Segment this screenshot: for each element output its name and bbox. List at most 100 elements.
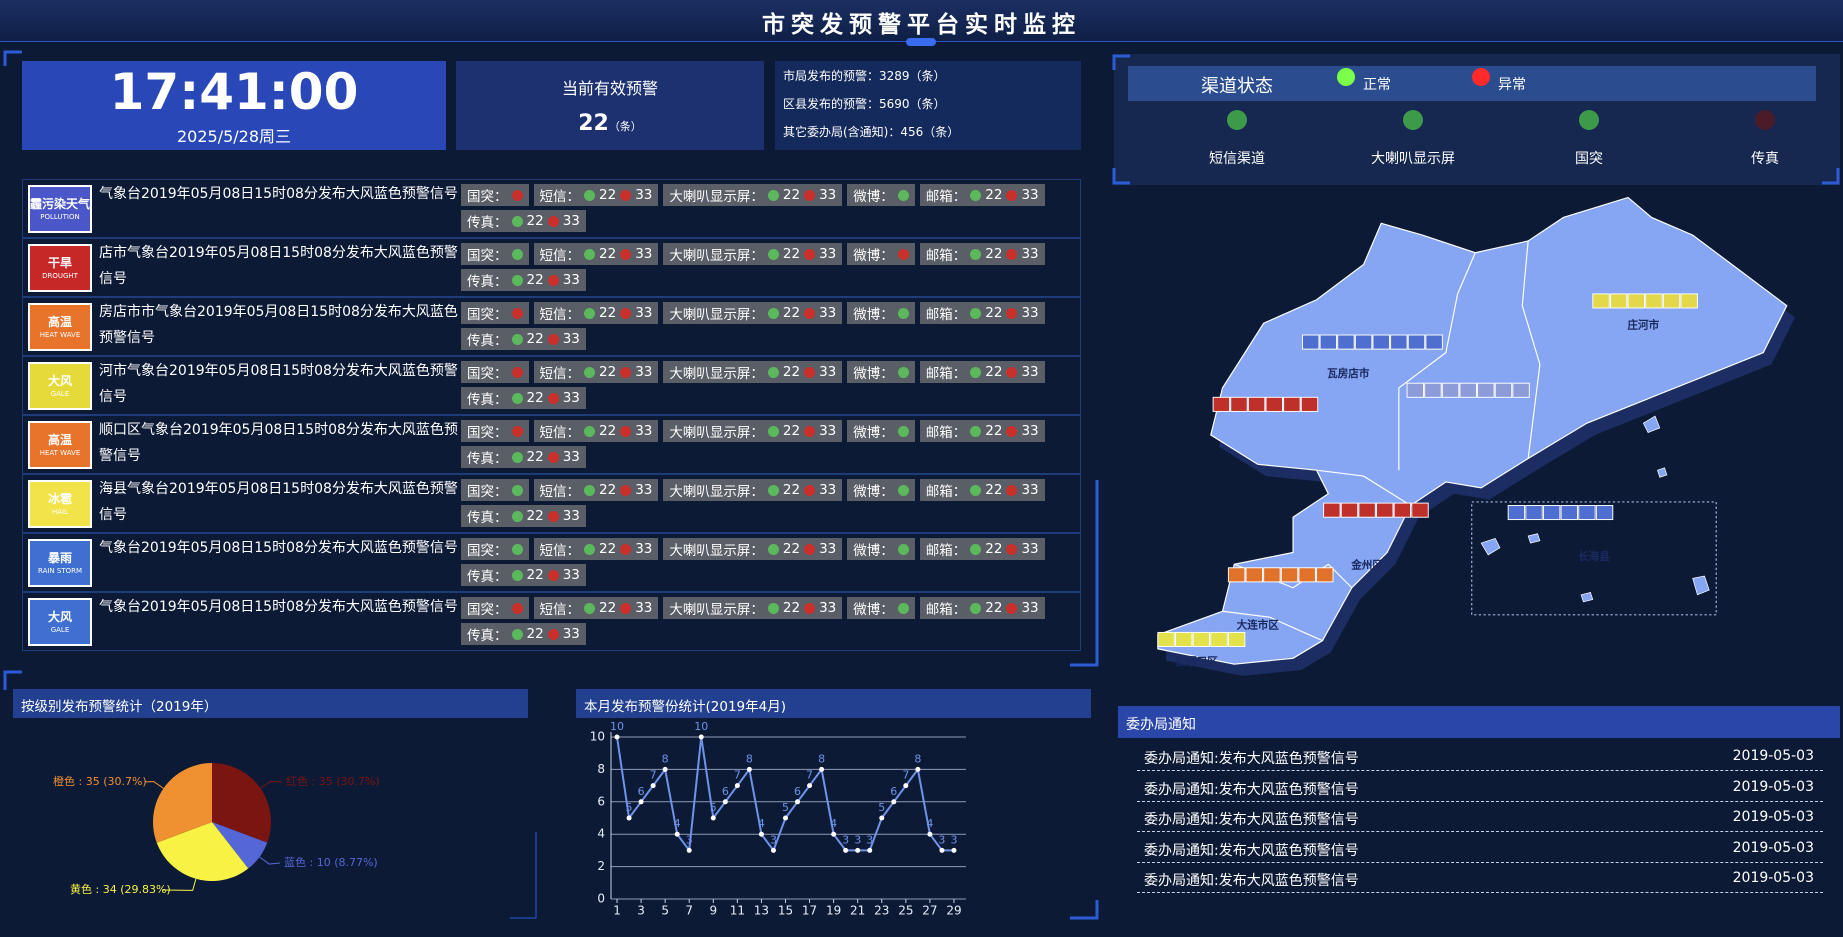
channel-name: 邮箱： (925, 307, 967, 323)
point (686, 847, 692, 853)
bracket (3, 50, 22, 66)
channel-name: 大喇叭显示屏： (669, 484, 764, 500)
channel-name: 邮箱： (925, 484, 967, 500)
notice-divider (1137, 861, 1823, 863)
pie-label: 黄色 : 34 (29.83%) (70, 882, 171, 896)
icon-name: 大风 (47, 610, 72, 624)
ok-count: 22 (526, 567, 544, 583)
fail-dot (804, 543, 816, 555)
fail-dot (547, 392, 559, 404)
legend-label: 异常 (1498, 77, 1526, 93)
channel-name: 大喇叭显示屏： (669, 189, 764, 205)
fail-count: 33 (635, 246, 653, 262)
point-label: 3 (770, 833, 777, 846)
fail-dot (804, 425, 816, 437)
ok-dot (511, 215, 523, 227)
point-label: 7 (650, 769, 657, 782)
status-dot (897, 248, 909, 260)
ok-count: 22 (782, 600, 801, 616)
channel-name: 大喇叭显示屏： (669, 248, 764, 264)
point (650, 783, 656, 789)
channel-chip: 短信： 22 33 (533, 184, 659, 206)
ok-count: 22 (985, 246, 1003, 262)
channel-name: 邮箱： (925, 189, 967, 205)
ok-count: 22 (599, 364, 617, 380)
channel-chip: 大喇叭显示屏： 22 33 (663, 479, 843, 501)
fail-count: 33 (562, 626, 580, 642)
fail-count: 33 (562, 508, 580, 524)
point (710, 815, 716, 821)
ok-dot (584, 602, 595, 614)
map-icon (1230, 396, 1248, 412)
x-tick-label: 19 (826, 904, 841, 918)
fail-count: 33 (819, 305, 837, 321)
channel-name: 微博： (853, 366, 894, 382)
channel-dot (1403, 110, 1423, 130)
ok-count: 22 (985, 541, 1003, 557)
map-icon (1247, 396, 1266, 412)
ok-dot (511, 333, 523, 345)
fail-count: 33 (635, 482, 653, 498)
point (903, 783, 909, 789)
fail-dot (547, 215, 559, 227)
ok-dot (970, 602, 982, 614)
channel-chip: 传真： 22 33 (461, 505, 586, 527)
point (614, 734, 620, 740)
point (734, 783, 740, 789)
icon-en: POLLUTION (40, 213, 80, 221)
x-tick-label: 5 (661, 904, 669, 918)
fail-dot (547, 628, 559, 640)
island (1642, 415, 1661, 434)
channel-name: 大喇叭显示屏： (669, 307, 764, 323)
stats-panel: 市局发布的预警：3289（条） 区县发布的预警：5690（条） 其它委办局(含通知)… (775, 61, 1081, 150)
bracket (510, 832, 537, 919)
ok-dot (767, 248, 779, 260)
fail-dot (620, 425, 632, 437)
fail-dot (804, 189, 816, 201)
channel-name: 微博： (853, 307, 894, 323)
map-icon (1340, 502, 1359, 518)
clock-date: 2025/5/28周三 (176, 127, 292, 146)
notice-title-bar: 委办局通知 (1118, 706, 1840, 738)
warning-row: 暴雨 RAIN STORM 气象台2019年05月08日15时08分发布大风蓝色预警… (22, 533, 1081, 592)
map-icon (1157, 631, 1175, 647)
ok-count: 22 (985, 364, 1003, 380)
fail-dot (1006, 248, 1018, 260)
icon-en: GALE (50, 626, 70, 634)
fail-dot (620, 484, 632, 496)
fail-dot (547, 274, 559, 286)
ok-dot (767, 366, 779, 378)
map-icon (1407, 334, 1426, 350)
fail-count: 33 (1021, 305, 1039, 321)
x-tick-label: 11 (730, 904, 745, 918)
legend-label: 正常 (1363, 77, 1391, 93)
channel-name: 国突： (467, 366, 508, 382)
map-icon (1578, 504, 1596, 521)
x-tick-label: 7 (685, 904, 693, 918)
channel-chip: 短信： 22 33 (533, 302, 659, 324)
fail-count: 33 (1021, 187, 1039, 203)
pie-slice (212, 763, 271, 843)
fail-count: 33 (819, 187, 837, 203)
point (807, 783, 813, 789)
fail-dot (804, 366, 816, 378)
point-label: 5 (710, 801, 717, 814)
ok-dot (584, 307, 595, 319)
channel-chip: 微博： (847, 361, 915, 383)
fail-dot (804, 307, 816, 319)
channel-legend: 正常 异常 短信渠道 大喇叭显示屏 国突 传真 (1114, 54, 1840, 185)
point (782, 815, 788, 821)
point-label: 8 (914, 752, 921, 765)
fail-dot (547, 569, 559, 581)
line-title-bar: 本月发布预警份统计(2019年4月) (576, 689, 1091, 718)
stat-line: 市局发布的预警：3289（条） (783, 69, 946, 83)
notice-date: 2019-05-03 (1732, 839, 1814, 856)
channel-name: 传真： (467, 510, 508, 526)
point (927, 831, 933, 837)
channel-name: 微博： (853, 602, 894, 618)
channel-name: 国突： (467, 307, 508, 323)
point-label: 5 (878, 801, 885, 814)
point-label: 8 (818, 752, 825, 765)
fail-count: 33 (819, 246, 837, 262)
